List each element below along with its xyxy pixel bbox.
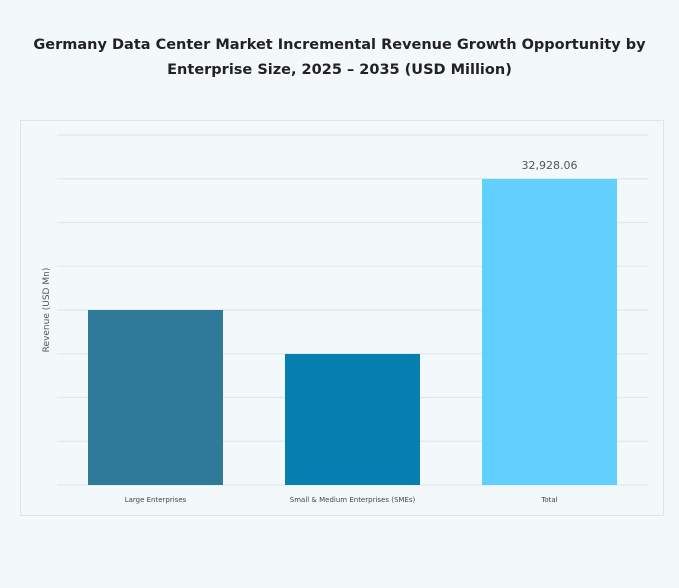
bar-0 — [88, 309, 223, 485]
bar-2 — [482, 178, 617, 485]
chart-panel — [20, 120, 664, 516]
chart-title: Germany Data Center Market Incremental R… — [0, 33, 679, 83]
y-axis-label: Revenue (USD Mn) — [42, 268, 52, 353]
x-tick-label: Small & Medium Enterprises (SMEs) — [290, 496, 416, 504]
labels: Large Enterprises Small & Medium Enterpri… — [125, 159, 578, 504]
bars — [88, 178, 617, 485]
chart-title-line-1: Germany Data Center Market Incremental R… — [33, 37, 646, 53]
data-label: 32,928.06 — [522, 159, 578, 172]
chart-title-line-2: Enterprise Size, 2025 – 2035 (USD Millio… — [167, 62, 512, 78]
x-tick-label: Large Enterprises — [125, 496, 187, 504]
bar-1 — [285, 353, 420, 485]
x-tick-label: Total — [540, 496, 557, 504]
